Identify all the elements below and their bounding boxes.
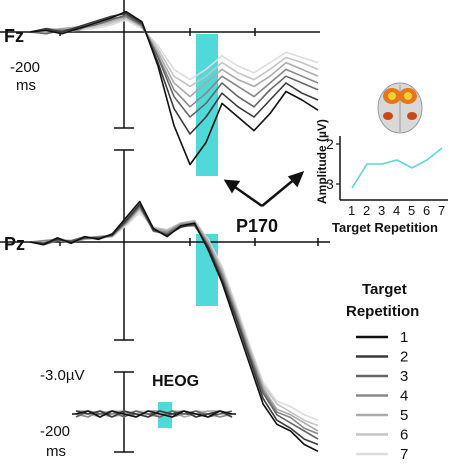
heog-time-label: -200 [40,423,70,440]
pz-traces [29,200,319,453]
pz-trace-3 [29,204,319,440]
fz-time-label: -200 [10,59,40,76]
inset-x-axis-label: Target Repetition [332,220,438,235]
p170-arrows [223,170,305,208]
heog-amplitude-label: -3.0µV [40,367,85,384]
inset-axes [339,136,448,201]
fz-channel-label: Fz [4,26,24,46]
legend-label-6: 6 [400,427,408,444]
legend-label-5: 5 [400,407,408,424]
legend-entries: 1 2 3 4 5 6 7 [356,329,408,463]
fz-trace-4 [29,15,319,108]
legend-label-7: 7 [400,446,408,463]
legend-label-4: 4 [400,388,408,405]
inset-x-tick-label: 2 [363,203,370,218]
inset-x-tick-label: 3 [378,203,385,218]
fz-trace-1 [29,10,319,166]
heog-traces [75,410,233,418]
fz-time-unit: ms [16,77,36,94]
legend-title-line1: Target [362,281,407,298]
heog-time-unit: ms [46,443,66,460]
inset-series-line [351,147,443,189]
legend-label-1: 1 [400,329,408,346]
inset-x-tick-label: 6 [423,203,430,218]
heog-trace-2 [75,410,233,418]
inset-y-ticks: 23 [326,136,340,192]
legend-label-3: 3 [400,368,408,385]
inset-x-tick-label: 5 [408,203,415,218]
inset-x-tick-label: 4 [393,203,400,218]
heog-trace-1 [75,410,233,418]
inset-y-tick-label: 3 [326,176,334,192]
p170-label: P170 [236,216,278,236]
pz-axes [0,149,330,341]
fz-trace-2 [29,12,319,135]
brain-activation-icon [377,82,423,134]
inset-x-tick-label: 7 [438,203,445,218]
pz-trace-1 [29,200,319,453]
legend-label-2: 2 [400,349,408,366]
fz-traces [29,10,319,166]
inset-y-axis-label: Amplitude (µV) [315,119,329,204]
pz-channel-label: Pz [4,234,25,254]
heog-channel-label: HEOG [152,373,199,390]
inset-x-tick-label: 1 [348,203,355,218]
legend-title-line2: Repetition [346,303,419,320]
fz-highlight-window [196,34,218,176]
inset-y-tick-label: 2 [326,136,334,152]
